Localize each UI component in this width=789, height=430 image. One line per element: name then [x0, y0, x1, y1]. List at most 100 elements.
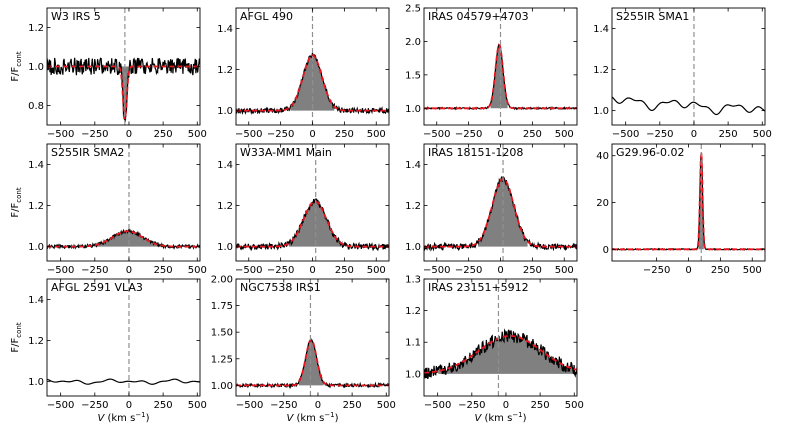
y-tick-label: 2.5: [405, 4, 421, 15]
y-tick-label: 1.4: [593, 24, 609, 35]
x-tick-label: −250: [643, 265, 670, 276]
x-tick-label: 500: [377, 400, 396, 411]
panel-11: −500 −250 0 250 500 1.0 1.1 1.2 1.3 IRAS 23151+59…: [405, 275, 584, 425]
x-tick-label: 500: [555, 265, 574, 276]
x-axis-label-var: V: [97, 413, 107, 424]
plot-area: [424, 8, 577, 125]
x-tick-label: 500: [188, 400, 207, 411]
y-tick-label: 1.0: [28, 377, 44, 388]
y-tick-label: 1.2: [28, 23, 44, 34]
panel-1: −500 −250 0 250 500 0.8 1.0 1.2 W3 IRS 5 F/Fcont: [10, 7, 207, 140]
panel-title: S255IR SMA2: [51, 146, 124, 159]
axes-frame: [46, 143, 201, 262]
x-tick-label: −500: [423, 129, 450, 140]
panel-5: −500 −250 0 250 500 1.0 1.2 1.4 S255IR SMA2 F/Fco…: [10, 143, 207, 276]
x-tick-label: −500: [424, 400, 451, 411]
x-axis-label-units: (km s: [484, 413, 512, 424]
x-tick-label: 250: [711, 265, 730, 276]
y-tick-label: 2.00: [211, 275, 233, 286]
absorption-shading: [438, 329, 577, 376]
x-tick-label: 500: [367, 265, 386, 276]
y-tick-label: 1.2: [28, 336, 44, 347]
x-tick-label: 0: [691, 129, 697, 140]
x-tick-label: −500: [47, 129, 74, 140]
panel-title: NGC7538 IRS1: [240, 281, 321, 294]
panel-title: G29.96-0.02: [616, 146, 684, 159]
panel-title: AFGL 2591 VLA3: [51, 281, 143, 294]
x-axis-label-var: V: [286, 413, 296, 424]
gaussian-fit-line: [47, 65, 200, 120]
gaussian-fit-line: [47, 230, 200, 248]
x-tick-label: −500: [236, 400, 263, 411]
x-tick-label: 0: [126, 400, 132, 411]
y-axis-label: F/Fcont: [10, 187, 23, 217]
y-tick-label: 1.2: [405, 201, 421, 212]
y-tick-label: 1.4: [28, 160, 44, 171]
x-tick-label: 500: [565, 400, 584, 411]
gaussian-fit-line: [236, 200, 389, 248]
plot-area: [47, 279, 200, 396]
y-tick-label: 1.2: [405, 306, 421, 317]
x-tick-label: 0: [497, 129, 503, 140]
x-tick-label: 250: [523, 129, 542, 140]
plot-area: [424, 144, 577, 261]
y-tick-label: 40: [596, 151, 609, 162]
spectrum-line: [424, 328, 577, 380]
x-tick-label: −250: [646, 129, 673, 140]
absorption-shading: [93, 229, 162, 247]
panel-title: IRAS 23151+5912: [428, 281, 529, 294]
y-axis-label-main: F/F: [10, 337, 21, 352]
absorption-shading: [288, 198, 342, 247]
y-tick-label: 1.0: [405, 369, 421, 380]
x-tick-label: 250: [154, 265, 173, 276]
panel-title: S255IR SMA1: [616, 10, 689, 23]
x-tick-label: 500: [188, 129, 207, 140]
x-tick-label: 250: [335, 265, 354, 276]
gaussian-fit-line: [612, 152, 765, 251]
plot-area: [47, 8, 200, 125]
absorption-shading: [490, 44, 508, 109]
panel-title: IRAS 18151-1208: [428, 146, 523, 159]
y-tick-label: 1.1: [405, 338, 421, 349]
y-tick-label: 20: [596, 198, 609, 209]
y-tick-label: 1.0: [405, 242, 421, 253]
y-axis-label-main: F/F: [10, 66, 21, 81]
plot-area: [612, 8, 765, 125]
panel-10: −500 −250 0 250 500 1.00 1.25 1.50 1.75 2.00 NGC75…: [211, 275, 396, 425]
plot-area: [47, 144, 200, 261]
x-axis-label-units: (km s: [107, 413, 135, 424]
y-tick-label: 2.0: [405, 37, 421, 48]
x-tick-label: −250: [458, 400, 485, 411]
y-tick-label: 1.0: [217, 106, 233, 117]
panel-6: −500 −250 0 250 500 1.0 1.2 1.4 W33A-MM1 Main: [217, 143, 390, 276]
x-tick-label: 0: [126, 129, 132, 140]
x-tick-label: −500: [235, 129, 262, 140]
spectrum-line: [612, 96, 765, 116]
gaussian-fit-line: [424, 335, 577, 374]
x-axis-label-var: V: [474, 413, 484, 424]
x-tick-label: −250: [267, 265, 294, 276]
y-tick-label: 1.4: [405, 160, 421, 171]
y-tick-label: 1.4: [217, 160, 233, 171]
x-axis-label-exp: −1: [135, 411, 145, 419]
gaussian-fit-line: [236, 54, 389, 112]
gaussian-fit-line: [424, 177, 577, 248]
y-axis-label: F/Fcont: [10, 322, 23, 352]
y-tick-label: 1.2: [217, 65, 233, 76]
x-tick-label: 0: [309, 129, 315, 140]
x-tick-label: −250: [81, 400, 108, 411]
axes-frame: [235, 278, 390, 397]
y-tick-label: 1.4: [28, 295, 44, 306]
x-tick-label: −250: [270, 400, 297, 411]
panel-3: −500 −250 0 250 500 1.0 1.5 2.0 2.5 IRAS 04579+47…: [405, 4, 578, 140]
y-axis-label-sub: cont: [15, 322, 23, 338]
x-tick-label: 500: [743, 265, 762, 276]
y-tick-label: 1.0: [593, 106, 609, 117]
x-tick-label: 0: [126, 265, 132, 276]
x-tick-label: −500: [612, 129, 639, 140]
x-axis-label-exp: −1: [512, 411, 522, 419]
y-axis-label: F/Fcont: [10, 51, 23, 81]
x-tick-label: −250: [267, 129, 294, 140]
y-tick-label: 0.8: [28, 101, 44, 112]
